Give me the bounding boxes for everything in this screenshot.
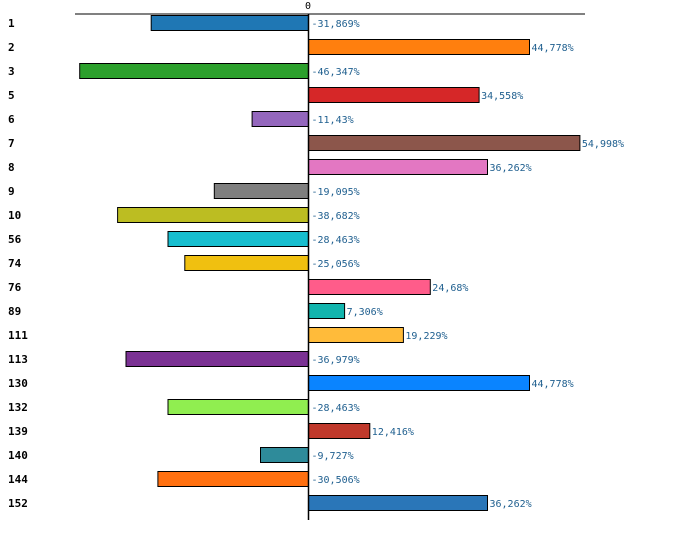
data-label-1: -31,869%: [312, 19, 360, 30]
bar-74: [184, 255, 309, 271]
category-label-144: 144: [8, 473, 28, 486]
data-label-6: -11,43%: [312, 115, 354, 126]
data-label-7: 54,998%: [582, 139, 624, 150]
data-label-89: 7,306%: [347, 307, 383, 318]
data-label-140: -9,727%: [312, 451, 354, 462]
category-label-10: 10: [8, 209, 21, 222]
category-label-139: 139: [8, 425, 28, 438]
data-label-111: 19,229%: [405, 331, 447, 342]
bars-group: [79, 15, 581, 511]
data-label-10: -38,682%: [312, 211, 360, 222]
bar-56: [167, 231, 309, 247]
data-label-113: -36,979%: [312, 355, 360, 366]
category-label-140: 140: [8, 449, 28, 462]
category-label-111: 111: [8, 329, 28, 342]
bar-144: [157, 471, 309, 487]
x-tick-label-zero: 0: [305, 1, 311, 12]
category-label-113: 113: [8, 353, 28, 366]
bar-139: [308, 423, 371, 439]
data-label-130: 44,778%: [532, 379, 574, 390]
data-label-152: 36,262%: [490, 499, 532, 510]
bar-140: [260, 447, 309, 463]
bar-8: [308, 159, 488, 175]
bar-152: [308, 495, 488, 511]
category-label-2: 2: [8, 41, 15, 54]
category-label-74: 74: [8, 257, 22, 270]
bar-130: [308, 375, 530, 391]
category-label-7: 7: [8, 137, 15, 150]
labels-group: 1 -31,869% 2 44,778% 3 -46,347% 5 34,558% 6 -11,4…: [8, 17, 624, 510]
category-label-1: 1: [8, 17, 15, 30]
bar-9: [213, 183, 309, 199]
bar-111: [308, 327, 404, 343]
data-label-3: -46,347%: [312, 67, 360, 78]
bar-89: [308, 303, 346, 319]
data-label-132: -28,463%: [312, 403, 360, 414]
bar-76: [308, 279, 431, 295]
category-label-130: 130: [8, 377, 28, 390]
bar-7: [308, 135, 581, 151]
bar-1: [150, 15, 309, 31]
category-label-8: 8: [8, 161, 15, 174]
bar-5: [308, 87, 480, 103]
category-label-132: 132: [8, 401, 28, 414]
bar-132: [167, 399, 309, 415]
category-label-76: 76: [8, 281, 22, 294]
data-label-2: 44,778%: [532, 43, 574, 54]
bar-113: [125, 351, 309, 367]
data-label-8: 36,262%: [490, 163, 532, 174]
data-label-144: -30,506%: [312, 475, 360, 486]
category-label-3: 3: [8, 65, 15, 78]
data-label-139: 12,416%: [372, 427, 414, 438]
bar-10: [117, 207, 309, 223]
category-label-89: 89: [8, 305, 21, 318]
category-label-152: 152: [8, 497, 28, 510]
data-label-9: -19,095%: [312, 187, 360, 198]
data-label-74: -25,056%: [312, 259, 360, 270]
data-label-56: -28,463%: [312, 235, 360, 246]
category-label-6: 6: [8, 113, 15, 126]
category-label-9: 9: [8, 185, 15, 198]
data-label-5: 34,558%: [481, 91, 523, 102]
bar-2: [308, 39, 530, 55]
bar-3: [79, 63, 309, 79]
data-label-76: 24,68%: [432, 283, 468, 294]
category-label-5: 5: [8, 89, 15, 102]
bar-6: [251, 111, 310, 127]
category-label-56: 56: [8, 233, 22, 246]
